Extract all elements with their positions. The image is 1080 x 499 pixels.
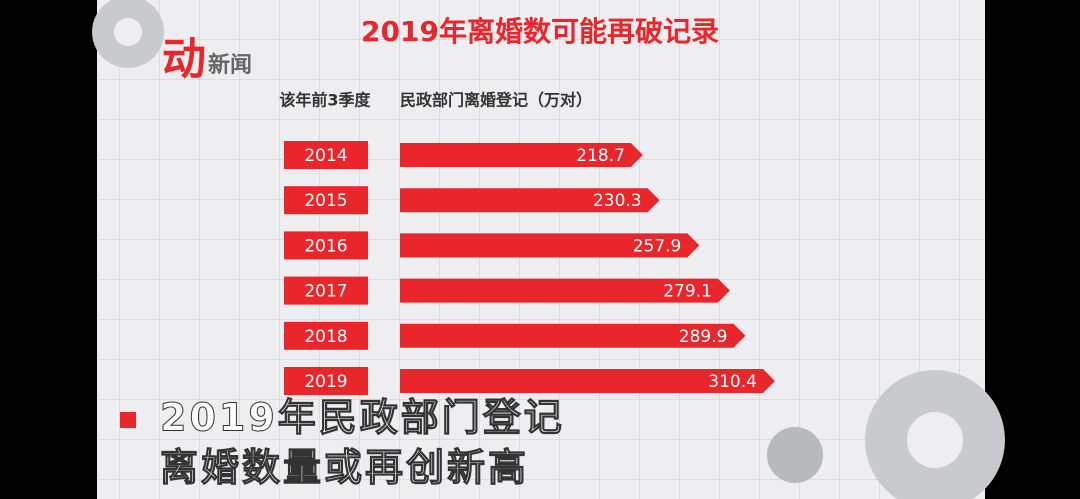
bar [400, 143, 643, 167]
logo: 动 新闻 [162, 34, 252, 85]
category-label: 2014 [304, 146, 347, 166]
caption-marker [120, 412, 136, 428]
category-label: 2019 [304, 372, 347, 392]
bar [400, 188, 660, 213]
category-header: 该年前3季度 [279, 91, 371, 110]
caption-line: 2019年民政部门登记 [160, 396, 565, 440]
category-label: 2017 [304, 282, 347, 302]
logo-main: 动 [162, 34, 206, 85]
value-label: 289.9 [679, 327, 728, 347]
category-box [284, 186, 368, 215]
value-label: 230.3 [593, 191, 642, 211]
category-label: 2018 [304, 327, 347, 347]
bar [400, 233, 700, 258]
value-label: 310.4 [708, 372, 757, 392]
category-box [284, 231, 368, 260]
value-label: 257.9 [633, 236, 682, 256]
bars: 2014 218.7 2015 230.3 2016 257.9 2017 279.1 2018… [284, 141, 775, 395]
category-box [284, 276, 368, 305]
category-box [284, 321, 368, 350]
category-label: 2016 [304, 236, 347, 256]
value-label: 279.1 [663, 282, 712, 302]
value-header: 民政部门离婚登记（万对） [400, 91, 592, 110]
caption-line: 离婚数量或再创新高 [160, 446, 529, 490]
chart-title: 2019年离婚数可能再破记录 [361, 15, 719, 48]
category-box [284, 367, 368, 395]
value-label: 218.7 [576, 146, 625, 166]
category-box [284, 141, 368, 169]
logo-sub: 新闻 [208, 52, 252, 78]
bar [400, 323, 746, 348]
bar [400, 369, 775, 393]
gears [92, 0, 1005, 499]
category-label: 2015 [304, 191, 347, 211]
bar [400, 278, 730, 303]
caption: 2019年民政部门登记 离婚数量或再创新高 [120, 395, 565, 490]
